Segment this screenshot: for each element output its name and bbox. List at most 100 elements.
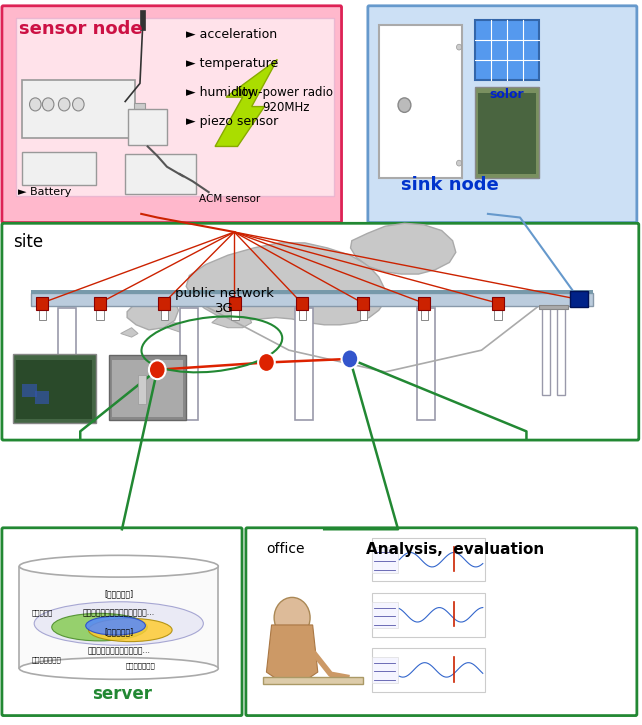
Bar (372, 602, 398, 628)
Bar (570, 291, 588, 307)
Bar (140, 10, 145, 30)
Circle shape (398, 98, 411, 112)
Bar (31, 290, 593, 294)
Bar (360, 309, 367, 320)
Bar (494, 309, 502, 320)
Bar (557, 307, 565, 395)
Bar (542, 307, 550, 395)
Polygon shape (215, 59, 277, 146)
FancyBboxPatch shape (368, 6, 637, 223)
Ellipse shape (19, 658, 218, 679)
Ellipse shape (52, 613, 147, 641)
Bar (357, 297, 369, 310)
Bar (231, 309, 239, 320)
Text: server: server (92, 684, 152, 703)
Text: [分析データ]: [分析データ] (104, 627, 134, 636)
Text: site: site (13, 233, 43, 252)
Text: Analysis,  evaluation: Analysis, evaluation (366, 542, 544, 558)
Bar (22, 384, 37, 397)
Bar (31, 293, 593, 306)
Circle shape (42, 98, 54, 111)
FancyBboxPatch shape (2, 6, 342, 223)
Circle shape (456, 44, 462, 50)
Circle shape (73, 98, 84, 111)
Bar (475, 20, 539, 80)
Ellipse shape (19, 555, 218, 577)
Bar (296, 297, 308, 310)
Text: office: office (266, 542, 305, 556)
Bar (35, 391, 49, 404)
Bar (263, 677, 363, 684)
Polygon shape (212, 315, 252, 328)
Bar (58, 308, 76, 420)
Text: sink node: sink node (401, 175, 499, 194)
Bar (299, 309, 306, 320)
Bar (372, 538, 485, 581)
Bar (539, 304, 568, 309)
Text: 設計パラメータ: 設計パラメータ (32, 656, 62, 663)
Circle shape (274, 597, 310, 638)
Bar (421, 309, 428, 320)
Text: ► temperature: ► temperature (186, 57, 279, 70)
Bar (180, 308, 198, 420)
Text: 加速度／ひずみ／変位／温湿度…: 加速度／ひずみ／変位／温湿度… (83, 608, 155, 617)
Text: public network
3G: public network 3G (175, 287, 274, 315)
Bar (94, 297, 106, 310)
Bar (478, 93, 536, 174)
FancyBboxPatch shape (2, 223, 639, 440)
Bar (128, 109, 167, 145)
Polygon shape (167, 323, 191, 332)
Circle shape (149, 360, 166, 379)
Text: sensor node: sensor node (19, 20, 143, 38)
Polygon shape (266, 625, 318, 683)
Text: ► Battery: ► Battery (18, 187, 71, 197)
Text: ► humidity: ► humidity (186, 86, 255, 99)
Bar (39, 309, 46, 320)
Text: 特性カルテ: 特性カルテ (32, 609, 53, 616)
Bar (372, 648, 485, 692)
Bar (125, 154, 196, 194)
Text: solor: solor (490, 88, 525, 102)
Bar (160, 309, 168, 320)
Bar (417, 308, 435, 420)
Circle shape (456, 160, 462, 166)
Circle shape (342, 349, 358, 368)
Bar (19, 567, 218, 668)
Bar (158, 297, 170, 310)
Polygon shape (121, 328, 138, 337)
Bar (109, 355, 186, 420)
Ellipse shape (85, 616, 145, 635)
Bar (229, 297, 241, 310)
Bar (372, 547, 398, 573)
Circle shape (30, 98, 41, 111)
Bar (379, 25, 462, 178)
Bar (138, 375, 146, 404)
Bar (372, 657, 398, 683)
Text: ► acceleration: ► acceleration (186, 28, 277, 41)
Bar (96, 309, 104, 320)
Bar (16, 360, 92, 419)
Bar (22, 80, 135, 138)
Bar (13, 354, 96, 423)
Bar (112, 360, 183, 417)
Bar (36, 297, 48, 310)
Text: low-power radio
920MHz: low-power radio 920MHz (238, 86, 333, 114)
Bar (492, 297, 504, 310)
Bar (418, 297, 430, 310)
Bar (372, 593, 485, 637)
FancyBboxPatch shape (2, 528, 242, 716)
Text: ► piezo sensor: ► piezo sensor (186, 115, 279, 128)
Ellipse shape (34, 602, 204, 645)
FancyBboxPatch shape (246, 528, 637, 716)
Circle shape (258, 353, 275, 372)
Polygon shape (351, 223, 456, 274)
Bar (134, 103, 145, 116)
Circle shape (58, 98, 70, 111)
Bar (295, 308, 313, 420)
Polygon shape (186, 243, 385, 325)
Polygon shape (127, 291, 178, 330)
Bar (16, 18, 334, 196)
Text: ACM sensor: ACM sensor (199, 194, 260, 204)
Bar (22, 152, 96, 185)
Text: 健診パラメータ: 健診パラメータ (125, 662, 155, 669)
